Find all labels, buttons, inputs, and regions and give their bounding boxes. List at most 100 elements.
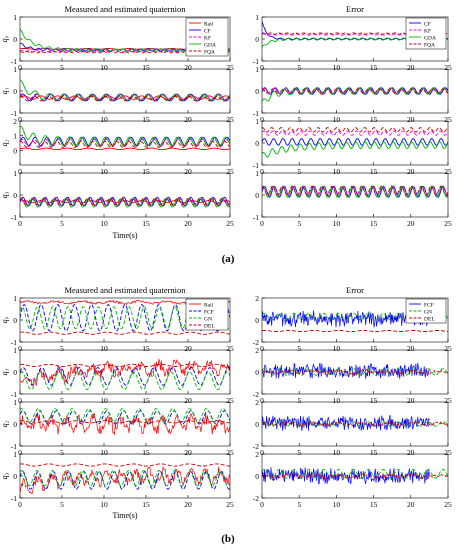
x-tick-label: 15 — [370, 115, 378, 124]
x-tick-label: 15 — [370, 167, 378, 176]
y-tick-label: 1 — [255, 65, 259, 74]
series-line-gda — [20, 79, 230, 102]
series-line-gda — [20, 125, 230, 147]
x-tick-label: 25 — [444, 396, 452, 405]
x-tick-label: 25 — [226, 219, 234, 228]
y-tick-label: 1 — [13, 346, 17, 355]
x-tick-label: 15 — [142, 219, 150, 228]
x-tick-label: 15 — [142, 500, 150, 509]
y-tick-label: -1 — [11, 442, 17, 451]
x-tick-label: 15 — [370, 448, 378, 457]
y-tick-label: 1 — [255, 117, 259, 126]
x-tick-label: 25 — [226, 448, 234, 457]
series-group — [262, 127, 448, 158]
x-tick-label: 0 — [260, 396, 264, 405]
y-tick-label: 0 — [255, 139, 259, 148]
x-tick-label: 5 — [297, 63, 301, 72]
series-line-fqa — [20, 197, 230, 206]
x-tick-label: 5 — [60, 63, 64, 72]
y-tick-label: 0 — [13, 146, 17, 155]
x-tick-label: 25 — [444, 344, 452, 353]
y-tick-label: 1 — [13, 132, 17, 141]
x-tick-label: 10 — [333, 396, 341, 405]
series-line-del — [262, 420, 448, 428]
x-tick-label: 0 — [18, 63, 22, 72]
series-group — [20, 196, 230, 208]
x-tick-label: 20 — [184, 115, 192, 124]
x-tick-label: 10 — [100, 344, 108, 353]
x-tick-label: 5 — [60, 500, 64, 509]
legend-label: FCF — [204, 309, 214, 315]
y-tick-label: -1 — [11, 494, 17, 503]
y-axis-label: q₀ — [0, 316, 9, 323]
x-tick-label: 10 — [333, 167, 341, 176]
y-tick-label: 0 — [255, 87, 259, 96]
series-group — [20, 408, 230, 435]
x-tick-label: 25 — [444, 500, 452, 509]
legend-label: KF — [424, 28, 431, 34]
y-tick-label: 1 — [13, 450, 17, 459]
x-tick-label: 25 — [444, 219, 452, 228]
figure-label-b: (b) — [221, 533, 235, 545]
x-tick-label: 15 — [370, 219, 378, 228]
y-tick-label: 1 — [13, 65, 17, 74]
y-tick-label: 0 — [255, 368, 259, 377]
series-line-kf — [20, 197, 230, 207]
x-tick-label: 0 — [260, 115, 264, 124]
x-tick-label: 25 — [226, 167, 234, 176]
x-tick-label: 0 — [18, 396, 22, 405]
x-tick-label: 0 — [18, 500, 22, 509]
y-axis-label: q₁ — [0, 368, 9, 375]
y-tick-label: 0 — [13, 316, 17, 325]
x-tick-label: 10 — [333, 63, 341, 72]
series-line-gda — [262, 141, 448, 158]
series-line-del — [262, 472, 448, 480]
x-tick-label: 20 — [184, 167, 192, 176]
series-group — [262, 467, 448, 485]
y-tick-label: 2 — [255, 398, 259, 407]
x-tick-label: 5 — [297, 219, 301, 228]
x-tick-label: 15 — [142, 63, 150, 72]
series-line-fqa — [20, 141, 230, 148]
series-line-fcf — [20, 367, 230, 386]
x-tick-label: 0 — [18, 344, 22, 353]
x-tick-label: 15 — [370, 344, 378, 353]
x-tick-label: 0 — [260, 500, 264, 509]
x-tick-label: 10 — [333, 448, 341, 457]
series-line-rail — [20, 412, 230, 435]
y-axis-label: q₁ — [0, 87, 9, 94]
series-line-gn — [20, 371, 230, 391]
legend-label: Rail — [204, 302, 214, 308]
y-tick-label: 2 — [255, 294, 259, 303]
series-line-fcf — [262, 362, 430, 379]
x-tick-label: 5 — [297, 167, 301, 176]
x-tick-label: 0 — [260, 448, 264, 457]
x-tick-label: 10 — [333, 219, 341, 228]
x-tick-label: 20 — [407, 344, 415, 353]
y-axis-label: q₃ — [0, 472, 9, 479]
legend-label: GDA — [204, 42, 216, 48]
x-tick-label: 5 — [60, 167, 64, 176]
series-line-gda — [262, 87, 448, 102]
series-line-cf — [262, 138, 448, 146]
x-tick-label: 5 — [60, 396, 64, 405]
x-tick-label: 20 — [407, 63, 415, 72]
x-tick-label: 10 — [333, 115, 341, 124]
x-tick-label: 10 — [100, 448, 108, 457]
x-tick-label: 25 — [226, 500, 234, 509]
series-line-gn — [262, 421, 448, 427]
series-line-del — [20, 331, 230, 335]
x-tick-label: 0 — [260, 167, 264, 176]
x-axis-label: Time(s) — [112, 511, 137, 520]
series-line-rail — [20, 147, 230, 151]
